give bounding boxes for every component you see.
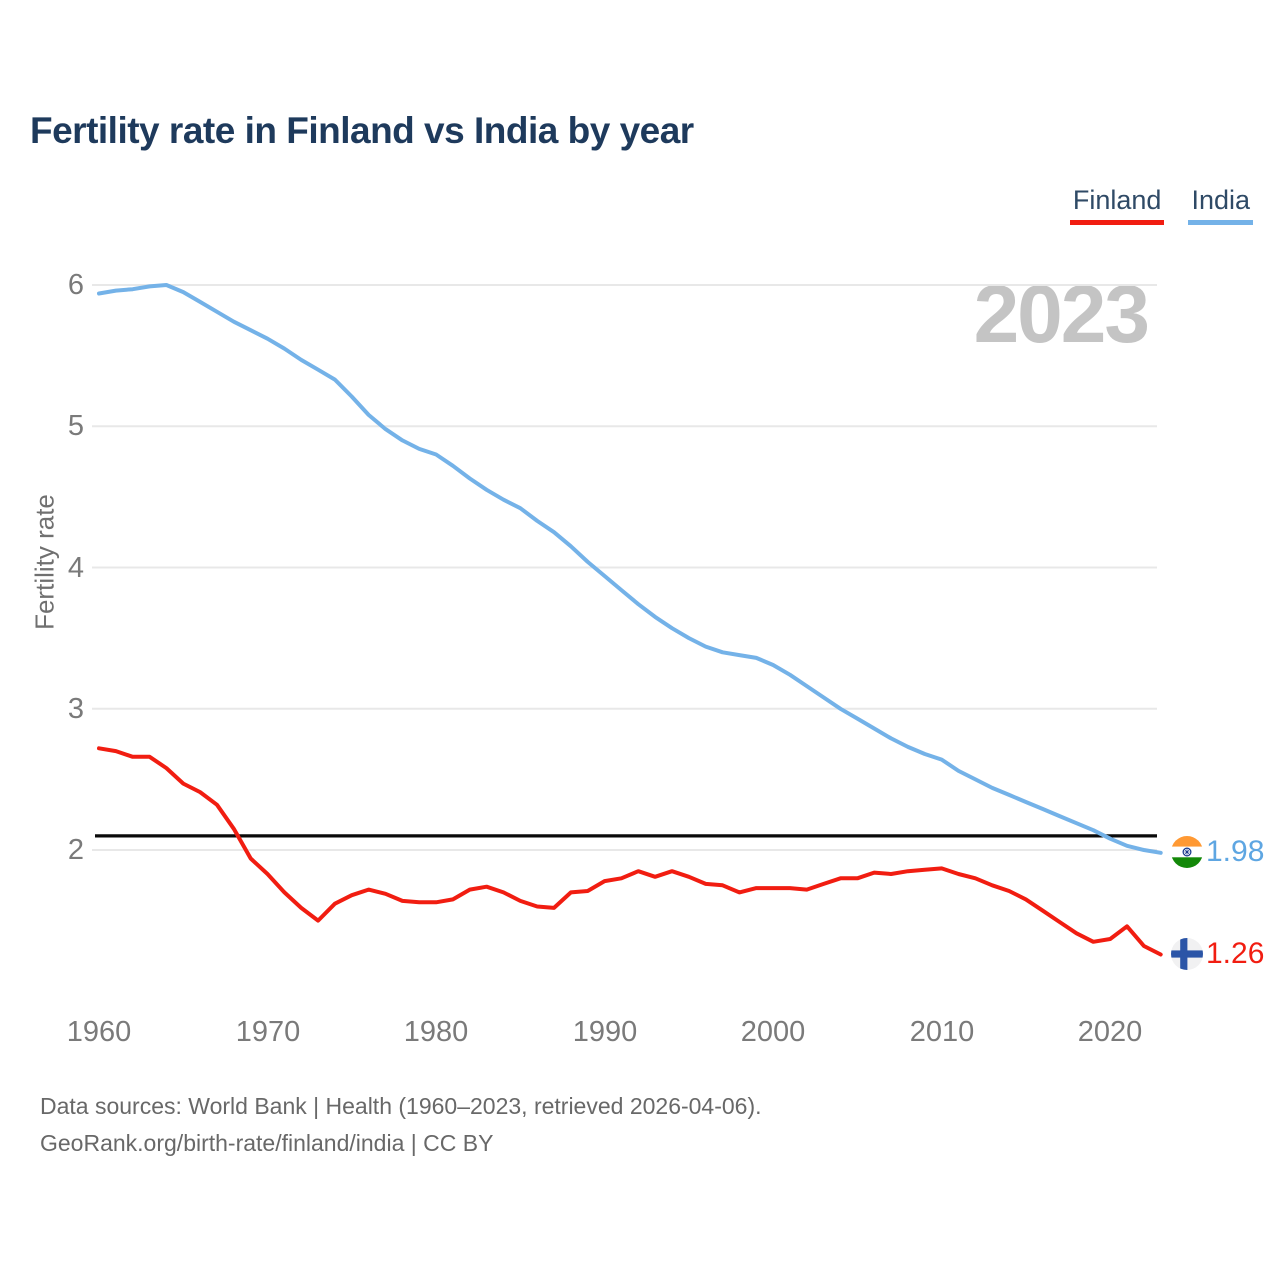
y-tick-5: 5 <box>67 410 84 442</box>
legend-item-india[interactable]: India <box>1188 185 1253 225</box>
x-tick-1980: 1980 <box>403 1016 469 1048</box>
y-tick-2: 2 <box>67 834 84 866</box>
footer-sources-line: Data sources: World Bank | Health (1960–… <box>40 1093 762 1119</box>
data-sources-footer: Data sources: World Bank | Health (1960–… <box>40 1088 762 1162</box>
legend: Finland India <box>1069 185 1253 225</box>
x-tick-2010: 2010 <box>909 1016 975 1048</box>
series-line-india <box>97 283 1163 855</box>
finland-end-value: 1.26 <box>1206 937 1265 970</box>
x-tick-1960: 1960 <box>66 1016 132 1048</box>
page-title: Fertility rate in Finland vs India by ye… <box>30 110 694 151</box>
legend-item-finland[interactable]: Finland <box>1069 185 1165 225</box>
y-tick-3: 3 <box>67 693 84 725</box>
finland-flag-icon <box>1171 938 1203 970</box>
y-tick-6: 6 <box>67 269 84 301</box>
series-line-finland <box>97 746 1163 957</box>
x-tick-2000: 2000 <box>740 1016 806 1048</box>
x-tick-2020: 2020 <box>1077 1016 1143 1048</box>
india-flag-icon <box>1171 836 1203 868</box>
footer-attribution-line[interactable]: GeoRank.org/birth-rate/finland/india | C… <box>40 1130 494 1156</box>
x-tick-1990: 1990 <box>572 1016 638 1048</box>
x-tick-1970: 1970 <box>235 1016 301 1048</box>
y-tick-4: 4 <box>67 552 84 584</box>
india-end-value: 1.98 <box>1206 835 1265 868</box>
